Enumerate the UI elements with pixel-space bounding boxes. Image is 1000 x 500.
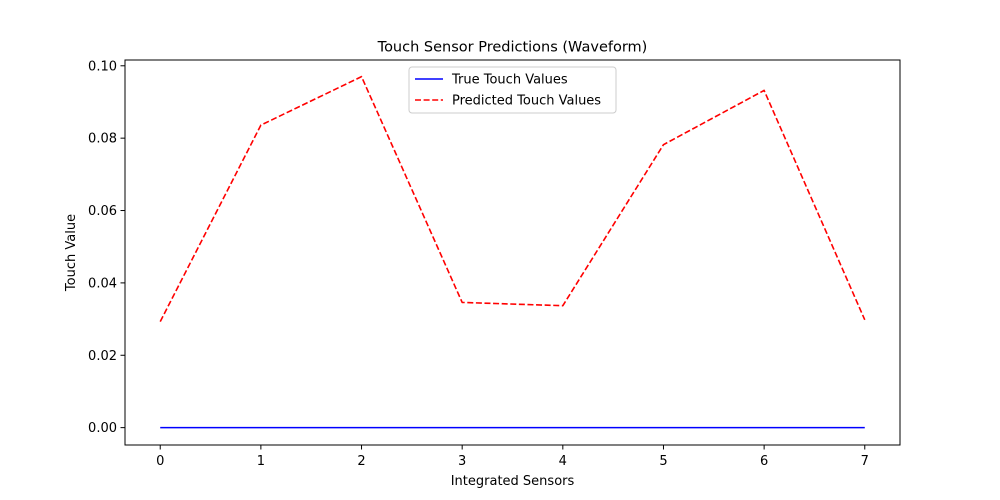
series-line-predicted [159, 75, 866, 322]
y-tick-label: 0.08 [88, 132, 117, 147]
y-axis-ticks: 0.00 0.02 0.04 0.06 0.08 0.10 [88, 59, 125, 436]
y-tick-label: 0.02 [88, 349, 117, 364]
chart-title: Touch Sensor Predictions (Waveform) [377, 40, 648, 56]
legend-label: True Touch Values [451, 73, 568, 88]
x-tick-label: 4 [559, 454, 567, 469]
legend-label: Predicted Touch Values [452, 94, 601, 109]
y-tick-label: 0.00 [88, 421, 117, 436]
x-tick-label: 2 [357, 454, 365, 469]
legend-box [408, 66, 617, 114]
x-tick-label: 6 [760, 454, 768, 469]
legend-entries: True Touch Values Predicted Touch Values [415, 73, 601, 109]
x-tick-label: 0 [156, 454, 164, 469]
y-tick-label: 0.10 [88, 59, 117, 74]
x-axis-label: Integrated Sensors [451, 474, 575, 489]
y-tick-label: 0.04 [88, 276, 117, 291]
x-tick-label: 5 [659, 454, 667, 469]
legend: True Touch Values Predicted Touch Values [408, 66, 617, 114]
x-tick-label: 7 [861, 454, 869, 469]
series-layer [159, 75, 866, 429]
plot-frame [124, 59, 901, 446]
y-axis-label: Touch Value [64, 214, 79, 292]
y-tick-label: 0.06 [88, 204, 117, 219]
x-axis-ticks: 0 1 2 3 4 5 6 7 [156, 445, 869, 469]
x-tick-label: 3 [458, 454, 466, 469]
x-tick-label: 1 [257, 454, 265, 469]
